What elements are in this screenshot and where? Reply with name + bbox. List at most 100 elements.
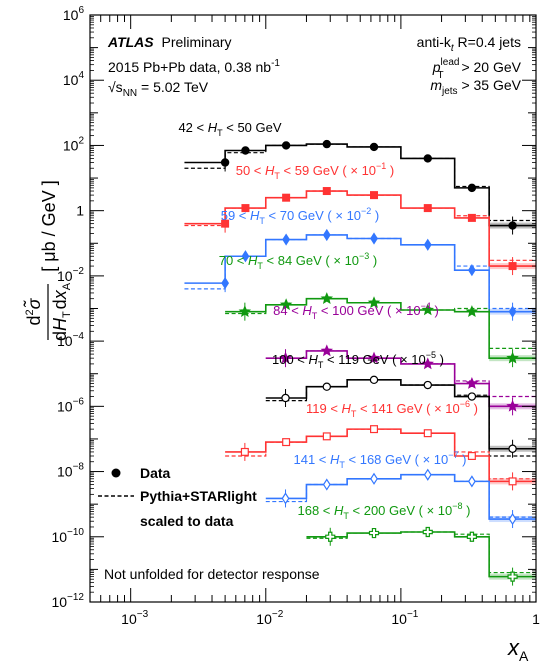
svg-text:d2σ̃: d2σ̃ — [23, 297, 44, 325]
data-point — [370, 472, 378, 485]
y-tick-label: 10−4 — [57, 331, 84, 349]
data-point — [322, 228, 331, 242]
data-point — [467, 475, 476, 488]
series-label: 70 < HT < 84 GeV ( × 10−3 ) — [219, 251, 378, 271]
svg-text:dHTdxA: dHTdxA — [50, 282, 73, 341]
footer-note: Not unfolded for detector response — [104, 566, 320, 582]
data-point — [506, 351, 519, 364]
legend-mc-label-2: scaled to data — [140, 513, 234, 529]
x-tick-label: 10−3 — [121, 609, 148, 627]
y-tick-label: 106 — [63, 5, 85, 23]
data-point — [508, 444, 517, 453]
data-point — [322, 382, 331, 391]
data-point — [370, 232, 378, 245]
series-label: 168 < HT < 200 GeV ( × 10−8 ) — [298, 501, 471, 521]
data-point — [507, 571, 518, 582]
data-point — [238, 305, 252, 317]
tick-labels-layer: 10−3 10−2 10−1 1 10−12 10−10 10−8 10−6 10−4 10−2 1… — [51, 5, 540, 627]
series-label: 59 < HT < 70 GeV ( × 10−2 ) — [221, 206, 380, 226]
y-tick-label: 1 — [76, 203, 84, 219]
data-point — [367, 296, 381, 309]
legend-data-label: Data — [140, 465, 171, 481]
series-1: 50 < HT < 59 GeV ( × 10−1 ) — [184, 161, 536, 276]
data-point — [465, 305, 479, 317]
data-point — [423, 468, 432, 481]
data-point — [467, 213, 476, 222]
data-point — [367, 351, 381, 364]
series-label: 42 < HT < 50 GeV — [178, 120, 281, 138]
data-point — [221, 219, 230, 228]
y-tick-label: 10−6 — [57, 396, 84, 414]
x-tick-label: 10−1 — [391, 609, 418, 627]
data-point — [281, 141, 291, 150]
y-tick-label: 104 — [63, 70, 85, 88]
mc-histogram — [265, 379, 536, 457]
data-point — [320, 344, 334, 357]
data-point — [322, 187, 331, 196]
series-layer: 42 < HT < 50 GeV 50 < HT < 59 GeV ( × 10−… — [178, 120, 536, 586]
mc-histogram — [265, 350, 536, 398]
series-label: 141 < HT < 168 GeV ( × 10−7 ) — [294, 450, 467, 470]
data-point — [281, 393, 290, 403]
x-tick-label: 10−2 — [256, 609, 283, 627]
data-point — [282, 193, 291, 202]
series-8: 168 < HT < 200 GeV ( × 10−8 ) — [298, 501, 536, 586]
data-point — [423, 154, 432, 163]
series-6: 119 < HT < 141 GeV ( × 10−6 ) — [225, 399, 536, 491]
data-point — [320, 292, 334, 304]
energy-label: √sNN = 5.02 TeV — [108, 79, 209, 99]
data-point — [466, 531, 478, 542]
data-point — [508, 221, 517, 230]
data-point — [508, 305, 517, 318]
data-point — [240, 447, 249, 456]
data-point — [423, 380, 432, 390]
y-tick-label: 10−10 — [51, 527, 84, 545]
legend-data-marker — [111, 468, 121, 478]
data-point — [369, 142, 379, 152]
mc-histogram — [306, 531, 536, 574]
series-label: 100 < HT < 119 GeV ( × 10−5 ) — [272, 350, 444, 370]
series-7: 141 < HT < 168 GeV ( × 10−7 ) — [265, 450, 536, 529]
x-axis-title: xA — [507, 635, 529, 664]
data-point — [322, 139, 331, 149]
svg-text:[ μb / GeV ]: [ μb / GeV ] — [39, 180, 59, 271]
mjets-cut-label: mjets > 35 GeV — [430, 77, 521, 97]
series-label: 84 < HT < 100 GeV ( × 10−4 ) — [273, 301, 439, 321]
data-point — [467, 183, 477, 193]
data-point — [322, 478, 331, 491]
dataset-label: 2015 Pb+Pb data, 0.38 nb-1 — [108, 58, 280, 75]
data-point — [508, 512, 517, 526]
data-point — [465, 376, 479, 389]
data-point — [370, 191, 379, 200]
series-2: 59 < HT < 70 GeV ( × 10−2 ) — [184, 206, 536, 321]
y-axis-title: d2σ̃ dHTdxA [ μb / GeV ] — [23, 180, 73, 341]
ticks-layer — [89, 14, 537, 603]
data-point — [506, 399, 519, 412]
data-point — [423, 204, 432, 213]
series-4: 84 < HT < 100 GeV ( × 10−4 ) — [265, 301, 536, 416]
data-point — [220, 158, 230, 167]
data-point — [467, 392, 477, 401]
data-point — [423, 238, 432, 251]
data-point — [467, 264, 476, 277]
data-point — [281, 492, 290, 505]
data-point — [421, 357, 434, 370]
data-point — [282, 438, 291, 447]
atlas-label: ATLAS Preliminary — [107, 34, 232, 50]
data-point — [423, 429, 432, 438]
legend: Data Pythia+STARlight scaled to data — [98, 465, 257, 529]
y-tick-label: 10−8 — [57, 462, 84, 480]
data-point — [221, 277, 230, 290]
series-3: 70 < HT < 84 GeV ( × 10−3 ) — [219, 251, 536, 368]
series-label: 50 < HT < 59 GeV ( × 10−1 ) — [236, 161, 395, 181]
series-0: 42 < HT < 50 GeV — [178, 120, 536, 235]
data-point — [279, 298, 293, 311]
mc-histogram — [265, 474, 536, 518]
y-tick-label: 102 — [63, 135, 85, 153]
data-point — [467, 451, 476, 460]
series-label: 119 < HT < 141 GeV ( × 10−6 ) — [306, 399, 478, 419]
data-point — [241, 146, 250, 155]
